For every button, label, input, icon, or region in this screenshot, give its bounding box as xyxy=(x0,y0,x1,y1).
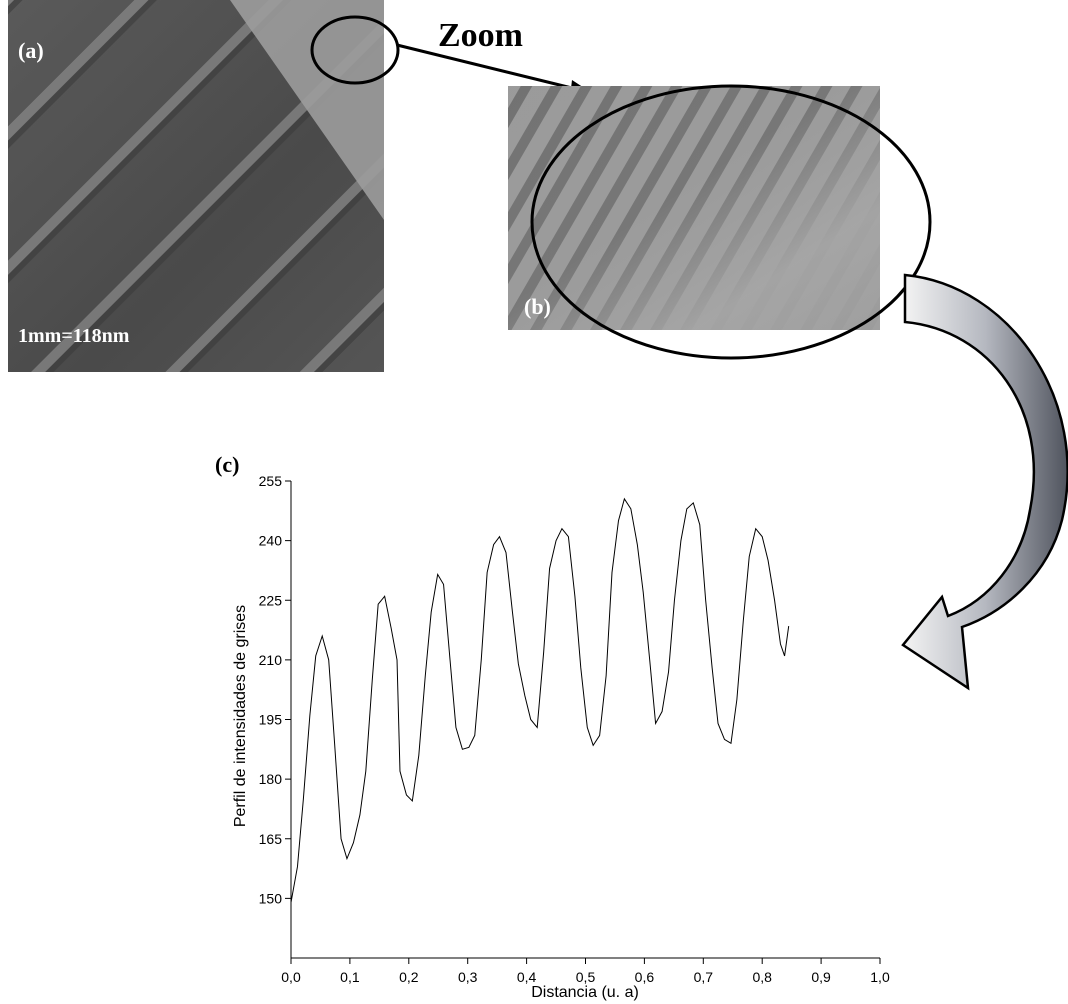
x-tick-label: 0,7 xyxy=(694,969,714,985)
y-axis-label: Perfil de intensidades de grises xyxy=(232,605,249,827)
x-axis-label: Distancia (u. a) xyxy=(531,984,639,1001)
zoom-label: Zoom xyxy=(438,17,523,54)
curved-arrow xyxy=(901,273,1068,691)
image-a-light-region xyxy=(230,0,384,220)
x-tick-label: 0,0 xyxy=(281,969,301,985)
chart-title: (c) xyxy=(215,452,239,477)
y-tick-label: 150 xyxy=(259,890,283,906)
x-tick-label: 0,6 xyxy=(635,969,655,985)
zoom-ellipse xyxy=(530,84,932,360)
x-tick-label: 0,2 xyxy=(399,969,419,985)
x-tick-label: 1,0 xyxy=(870,969,890,985)
x-tick-label: 0,9 xyxy=(811,969,831,985)
y-tick-label: 240 xyxy=(259,533,283,549)
zoom-arrow xyxy=(396,43,581,92)
x-tick-label: 0,1 xyxy=(340,969,360,985)
scale-label: 1mm=118nm xyxy=(18,325,130,347)
x-tick-label: 0,8 xyxy=(752,969,772,985)
y-tick-label: 195 xyxy=(259,712,283,728)
y-tick-label: 225 xyxy=(259,592,283,608)
x-tick-label: 0,4 xyxy=(517,969,537,985)
data-line xyxy=(290,497,790,903)
x-tick-label: 0,3 xyxy=(458,969,478,985)
y-tick-label: 180 xyxy=(259,771,283,787)
panel-label: (a) xyxy=(18,38,44,63)
zoom-circle xyxy=(310,15,400,85)
y-tick-label: 165 xyxy=(259,831,283,847)
image-b-shade xyxy=(508,86,880,330)
panel-label: (b) xyxy=(524,294,551,319)
y-tick-label: 210 xyxy=(259,652,283,668)
x-tick-label: 0,5 xyxy=(576,969,596,985)
y-tick-label: 255 xyxy=(259,473,283,489)
